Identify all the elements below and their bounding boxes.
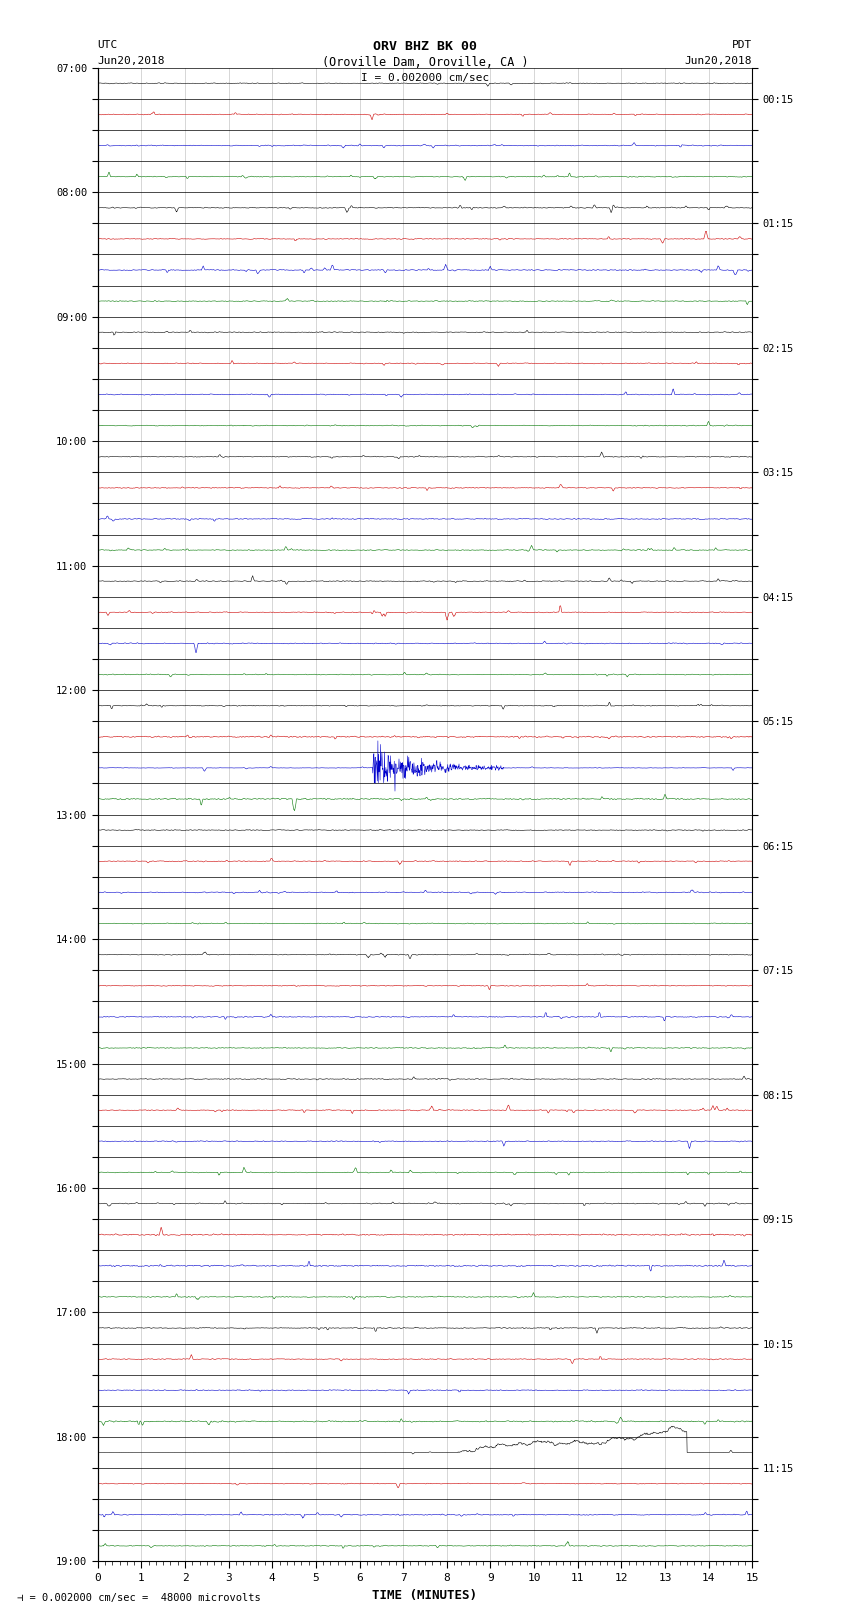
- Text: ORV BHZ BK 00: ORV BHZ BK 00: [373, 40, 477, 53]
- Text: I = 0.002000 cm/sec: I = 0.002000 cm/sec: [361, 73, 489, 82]
- Text: ⊣ = 0.002000 cm/sec =  48000 microvolts: ⊣ = 0.002000 cm/sec = 48000 microvolts: [17, 1594, 261, 1603]
- Text: Jun20,2018: Jun20,2018: [98, 56, 165, 66]
- Text: Jun20,2018: Jun20,2018: [685, 56, 752, 66]
- Text: (Oroville Dam, Oroville, CA ): (Oroville Dam, Oroville, CA ): [321, 56, 529, 69]
- X-axis label: TIME (MINUTES): TIME (MINUTES): [372, 1589, 478, 1602]
- Text: UTC: UTC: [98, 40, 118, 50]
- Text: PDT: PDT: [732, 40, 752, 50]
